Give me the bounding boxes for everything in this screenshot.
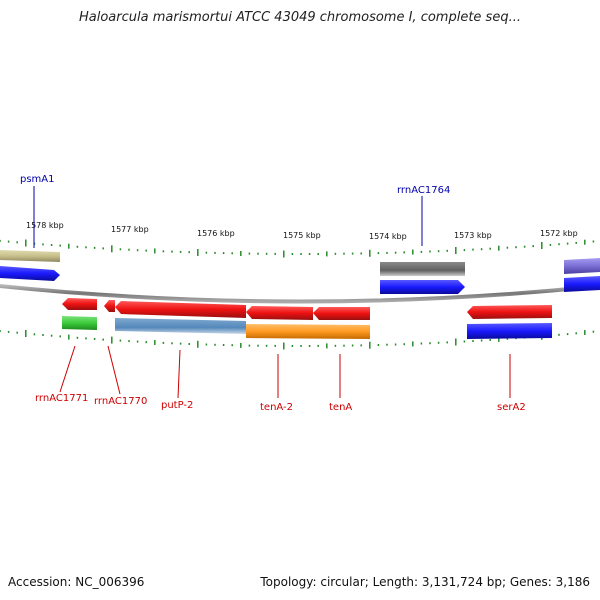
gene-tenA[interactable]	[313, 307, 370, 320]
tick-label: 1573 kbp	[454, 231, 492, 240]
gene-labels: psmA1 rrnAC1764 rrnAC1771 rrnAC1770 putP…	[20, 174, 526, 413]
gene-label-rrnAC1771[interactable]: rrnAC1771	[35, 393, 88, 404]
orange-feature[interactable]	[246, 324, 370, 339]
gene-psmA1[interactable]	[0, 266, 60, 281]
tick-label: 1576 kbp	[197, 229, 235, 238]
green-feature[interactable]	[62, 316, 97, 330]
tick-label: 1578 kbp	[26, 221, 64, 230]
tick-label: 1572 kbp	[540, 229, 578, 238]
outer-tick-track	[0, 239, 595, 258]
scale-labels: 1578 kbp 1577 kbp 1576 kbp 1575 kbp 1574…	[26, 221, 578, 241]
tick-label: 1575 kbp	[283, 231, 321, 240]
inner-tick-track	[0, 330, 595, 350]
genome-summary-text: Topology: circular; Length: 3,131,724 bp…	[260, 575, 590, 589]
gene-rrnAC1770[interactable]	[104, 300, 115, 312]
blue-feature-serA2[interactable]	[467, 323, 552, 339]
gene-label-rrnAC1770[interactable]: rrnAC1770	[94, 396, 147, 407]
gene-forward-blue-right[interactable]	[564, 276, 600, 292]
tick-label: 1574 kbp	[369, 232, 407, 241]
gene-label-tenA[interactable]: tenA	[329, 402, 352, 413]
genome-backbone	[0, 284, 600, 304]
gene-forward-blue[interactable]	[380, 280, 465, 294]
gene-rrnAC1771[interactable]	[62, 298, 97, 310]
gene-label-tenA-2[interactable]: tenA-2	[260, 402, 293, 413]
label-leaders	[33, 186, 511, 399]
steelblue-feature[interactable]	[115, 318, 246, 334]
gray-feature-rrnAC1764[interactable]	[380, 262, 465, 276]
gene-label-serA2[interactable]: serA2	[497, 402, 526, 413]
gene-putP-2[interactable]	[115, 301, 246, 318]
reverse-strand-features	[62, 298, 552, 339]
olive-feature[interactable]	[0, 250, 60, 262]
accession-text: Accession: NC_006396	[8, 575, 145, 589]
gene-label-putP-2[interactable]: putP-2	[161, 400, 193, 411]
purple-feature[interactable]	[564, 258, 600, 274]
forward-strand-features	[0, 250, 600, 294]
gene-serA2[interactable]	[467, 305, 552, 319]
gene-label-rrnAC1764[interactable]: rrnAC1764	[397, 185, 450, 196]
map-title: Haloarcula marismortui ATCC 43049 chromo…	[79, 10, 521, 25]
gene-tenA-2[interactable]	[246, 306, 313, 320]
tick-label: 1577 kbp	[111, 225, 149, 234]
gene-label-psmA1[interactable]: psmA1	[20, 174, 55, 185]
